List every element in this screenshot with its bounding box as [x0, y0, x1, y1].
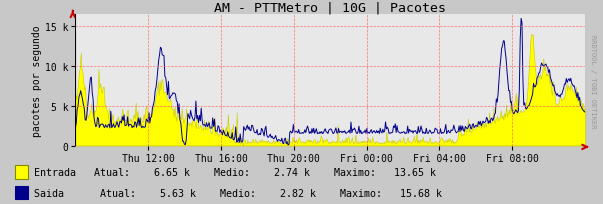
Text: RRDTOOL / TOBI OETIKER: RRDTOOL / TOBI OETIKER — [590, 35, 596, 128]
Bar — [15, 186, 28, 200]
Y-axis label: pacotes por segundo: pacotes por segundo — [32, 25, 42, 136]
Text: Saida      Atual:    5.63 k    Medio:    2.82 k    Maximo:   15.68 k: Saida Atual: 5.63 k Medio: 2.82 k Maximo… — [34, 188, 443, 198]
Text: Entrada   Atual:    6.65 k    Medio:    2.74 k    Maximo:   13.65 k: Entrada Atual: 6.65 k Medio: 2.74 k Maxi… — [34, 167, 437, 177]
Title: AM - PTTMetro | 10G | Pacotes: AM - PTTMetro | 10G | Pacotes — [214, 1, 446, 14]
Bar — [15, 165, 28, 179]
